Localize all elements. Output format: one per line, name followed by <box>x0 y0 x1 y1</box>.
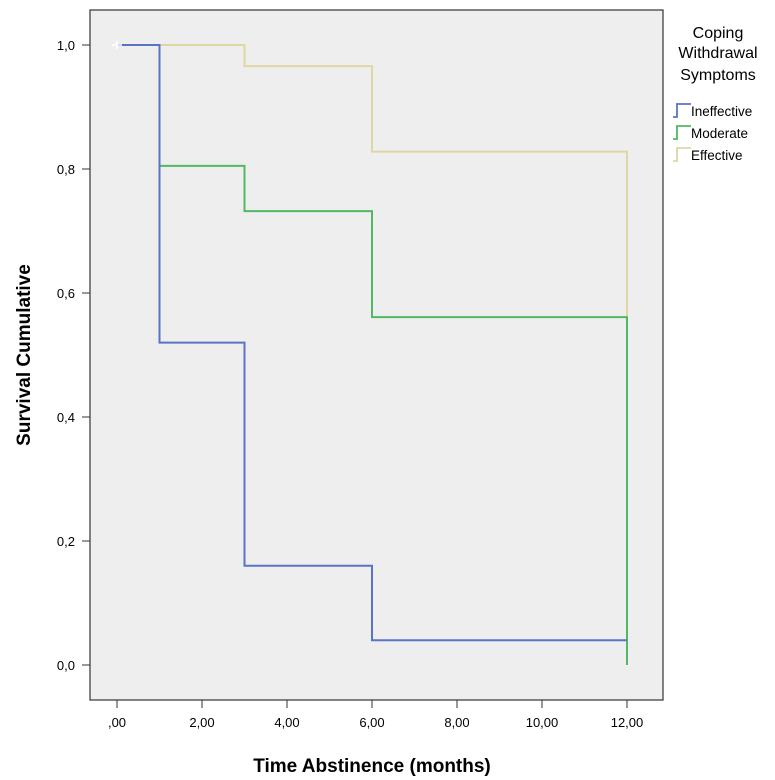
legend-title-line-1: Coping <box>693 25 744 42</box>
y-tick-label: 0,6 <box>57 286 75 301</box>
x-tick-label: ,00 <box>108 715 126 730</box>
y-tick-label: 0,4 <box>57 410 75 425</box>
y-tick-label: 1,0 <box>57 38 75 53</box>
plot-area <box>89 9 664 701</box>
x-axis-title: Time Abstinence (months) <box>253 756 491 777</box>
y-tick-label: 0,8 <box>57 162 75 177</box>
x-tick-label: 4,00 <box>274 715 299 730</box>
series-line-effective <box>117 44 628 318</box>
legend-items: Ineffective Moderate Effective <box>673 103 752 163</box>
legend-title-line-3: Symptoms <box>680 67 756 84</box>
y-axis-ticks: 0,0 0,2 0,4 0,6 0,8 1,0 <box>57 38 90 673</box>
x-axis-ticks: ,00 2,00 4,00 6,00 8,00 10,00 12,00 <box>108 700 643 730</box>
series-line-ineffective <box>117 44 627 642</box>
legend-label-effective: Effective <box>691 148 743 163</box>
legend-label-ineffective: Ineffective <box>691 104 752 119</box>
censor-mark <box>112 41 122 49</box>
x-tick-label: 8,00 <box>444 715 469 730</box>
legend-swatch-ineffective <box>673 103 691 118</box>
x-tick-label: 10,00 <box>526 715 559 730</box>
x-tick-label: 2,00 <box>189 715 214 730</box>
series-layer <box>112 41 628 665</box>
legend: Coping Withdrawal Symptoms Ineffective Mo… <box>673 25 758 163</box>
legend-label-moderate: Moderate <box>691 126 748 141</box>
x-tick-label: 6,00 <box>359 715 384 730</box>
y-tick-label: 0,2 <box>57 534 75 549</box>
y-tick-label: 0,0 <box>57 658 75 673</box>
y-axis-title: Survival Cumulative <box>14 264 35 446</box>
legend-swatch-effective <box>673 147 691 162</box>
x-tick-label: 12,00 <box>611 715 644 730</box>
legend-title-line-2: Withdrawal <box>678 45 757 62</box>
legend-swatch-moderate <box>673 125 691 140</box>
